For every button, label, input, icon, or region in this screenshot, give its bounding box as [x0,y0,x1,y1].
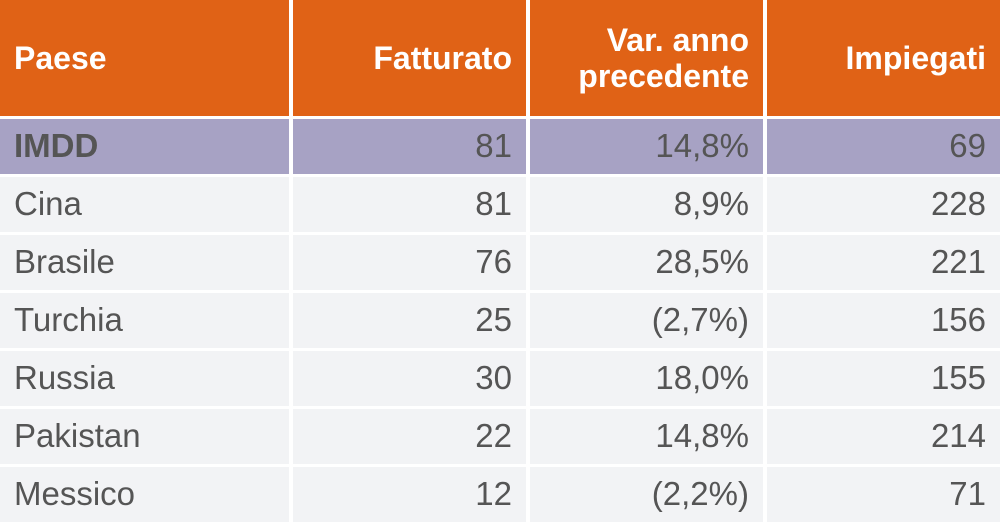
cell-change: (2,7%) [528,291,767,351]
table-row: Pakistan 22 14,8% 214 [0,407,1000,467]
header-row: Paese Fatturato Var. anno precedente Imp… [0,0,1000,119]
cell-revenue: 30 [291,349,530,409]
cell-country: Cina [0,175,293,235]
cell-country: Russia [0,349,293,409]
cell-change: 14,8% [528,117,767,177]
cell-country: Turchia [0,291,293,351]
cell-country: Pakistan [0,407,293,467]
cell-employees: 214 [765,407,1000,467]
cell-country: Brasile [0,233,293,293]
cell-employees: 155 [765,349,1000,409]
cell-change: 28,5% [528,233,767,293]
cell-change: 14,8% [528,407,767,467]
cell-change: 8,9% [528,175,767,235]
table-row: IMDD 81 14,8% 69 [0,117,1000,177]
table-header: Paese Fatturato Var. anno precedente Imp… [0,0,1000,119]
cell-country: IMDD [0,117,293,177]
table-row: Russia 30 18,0% 155 [0,349,1000,409]
cell-employees: 71 [765,465,1000,525]
table-row: Brasile 76 28,5% 221 [0,233,1000,293]
cell-employees: 69 [765,117,1000,177]
cell-revenue: 76 [291,233,530,293]
cell-revenue: 81 [291,117,530,177]
cell-employees: 221 [765,233,1000,293]
table-row: Messico 12 (2,2%) 71 [0,465,1000,525]
cell-revenue: 22 [291,407,530,467]
cell-revenue: 25 [291,291,530,351]
table-row: Cina 81 8,9% 228 [0,175,1000,235]
cell-revenue: 12 [291,465,530,525]
cell-employees: 156 [765,291,1000,351]
table-row: Turchia 25 (2,7%) 156 [0,291,1000,351]
column-header-employees: Impiegati [765,0,1000,119]
table-body: IMDD 81 14,8% 69 Cina 81 8,9% 228 Brasile 76 28,5%… [0,117,1000,525]
cell-revenue: 81 [291,175,530,235]
column-header-country: Paese [0,0,293,119]
cell-change: (2,2%) [528,465,767,525]
column-header-revenue: Fatturato [291,0,530,119]
column-header-change: Var. anno precedente [528,0,767,119]
cell-country: Messico [0,465,293,525]
cell-change: 18,0% [528,349,767,409]
cell-employees: 228 [765,175,1000,235]
